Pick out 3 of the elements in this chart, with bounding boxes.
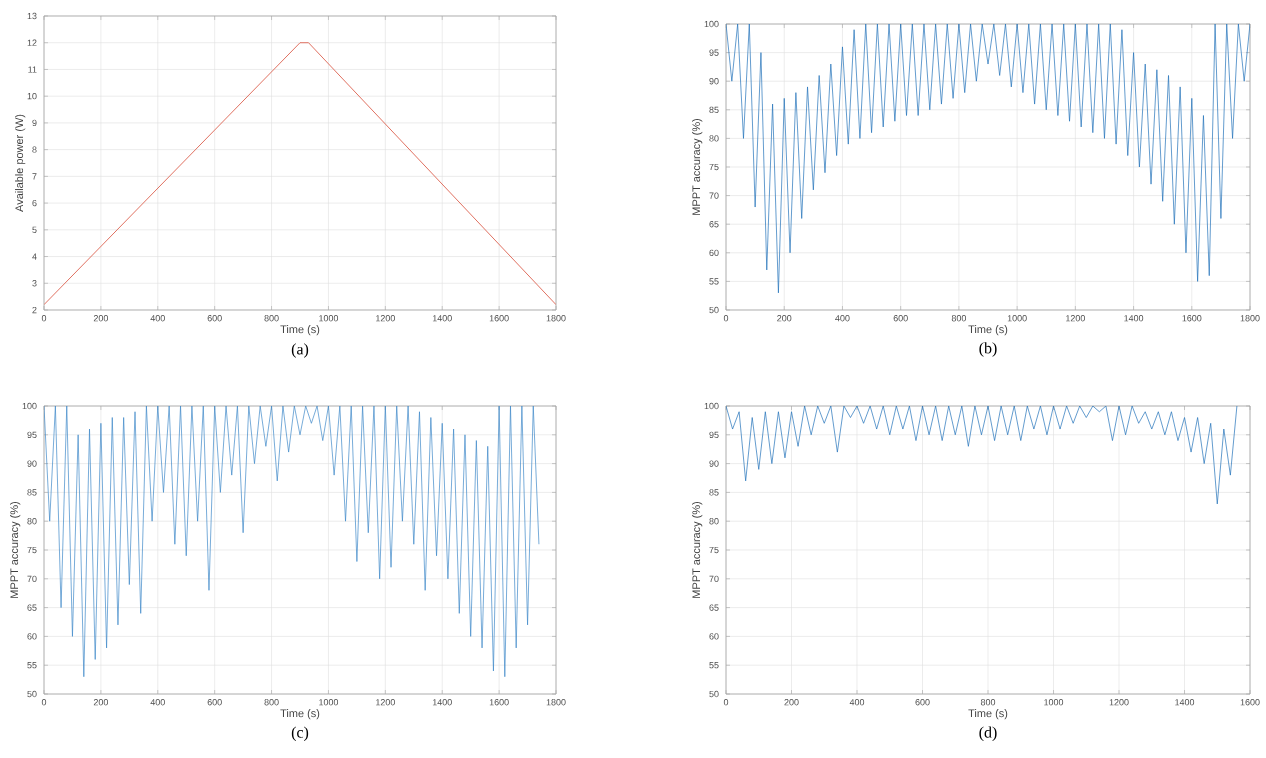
line-series [44, 406, 540, 678]
line-series [726, 24, 1251, 294]
line-series [726, 406, 1238, 505]
